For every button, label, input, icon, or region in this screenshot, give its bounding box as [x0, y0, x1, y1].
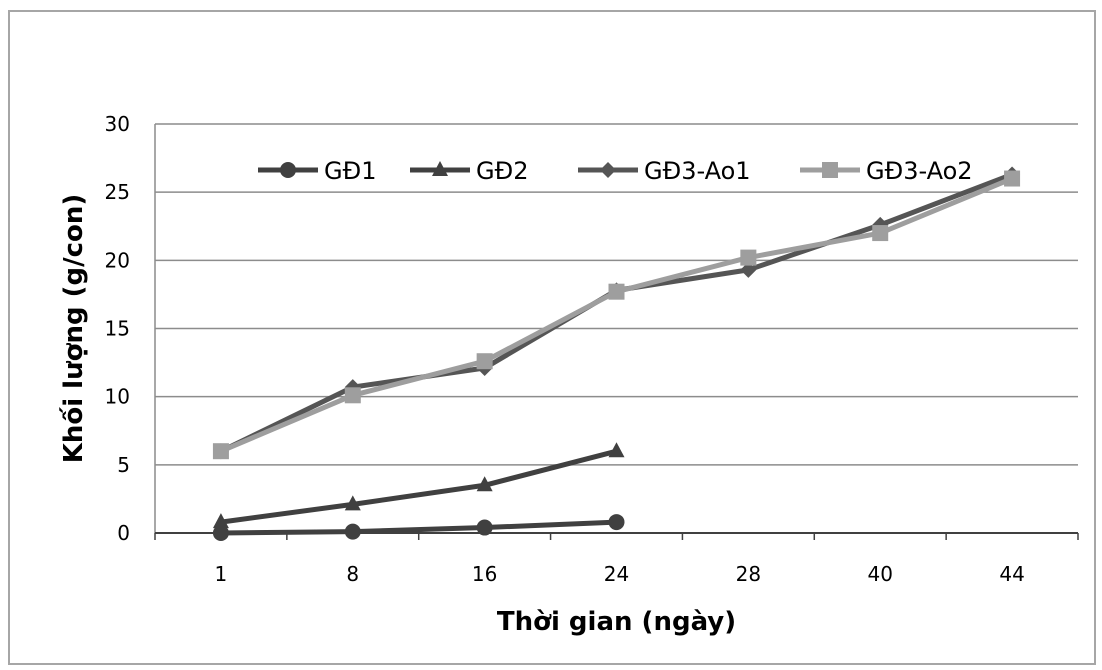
- data-point-s0-2: [476, 519, 493, 536]
- legend-label-2: GĐ3-Ao1: [644, 157, 751, 185]
- data-point-s0-3: [608, 514, 625, 531]
- data-point-s3-1: [344, 387, 361, 404]
- x-tick-label-0: 1: [215, 562, 228, 586]
- y-tick-label-1: 5: [117, 453, 130, 477]
- y-tick-label-5: 25: [105, 180, 130, 204]
- y-tick-label-6: 30: [105, 112, 130, 136]
- data-point-s2-4: [740, 261, 757, 278]
- series-line-2: [219, 172, 1013, 454]
- data-point-s0-0: [212, 525, 229, 541]
- data-point-s1-0: [212, 513, 229, 529]
- x-axis-title: Thời gian (ngày): [497, 607, 736, 637]
- legend-label-1: GĐ2: [476, 157, 528, 185]
- data-point-s3-2: [476, 353, 493, 370]
- data-point-s0-1: [344, 523, 361, 540]
- chart-frame: [8, 10, 1096, 665]
- series-line-0: [220, 519, 617, 536]
- x-tick-label-5: 40: [867, 562, 892, 586]
- legend-label-3: GĐ3-Ao2: [866, 157, 973, 185]
- legend-marker-0: [280, 162, 296, 178]
- data-point-s3-0: [212, 443, 229, 460]
- x-tick-label-2: 16: [472, 562, 497, 586]
- y-tick-label-4: 20: [105, 248, 130, 272]
- y-axis-title: Khối lượng (g/con): [58, 194, 89, 464]
- y-tick-label-3: 15: [105, 317, 130, 341]
- x-tick-label-6: 44: [999, 562, 1024, 586]
- data-point-s1-2: [476, 476, 493, 492]
- data-point-s3-3: [608, 283, 625, 300]
- legend-marker-1: [432, 161, 448, 176]
- data-point-s1-3: [608, 442, 625, 458]
- y-tick-label-2: 10: [105, 385, 130, 409]
- legend-marker-3: [822, 162, 838, 178]
- data-point-s3-4: [740, 249, 757, 266]
- data-point-s3-6: [1004, 170, 1021, 187]
- legend-marker-2: [600, 162, 616, 178]
- y-tick-label-0: 0: [117, 521, 130, 545]
- legend-label-0: GĐ1: [324, 157, 376, 185]
- x-tick-label-1: 8: [346, 562, 359, 586]
- x-tick-label-3: 24: [604, 562, 629, 586]
- series-line-1: [220, 448, 618, 525]
- data-point-s1-1: [344, 495, 361, 511]
- data-point-s3-5: [872, 225, 889, 242]
- x-tick-label-4: 28: [736, 562, 761, 586]
